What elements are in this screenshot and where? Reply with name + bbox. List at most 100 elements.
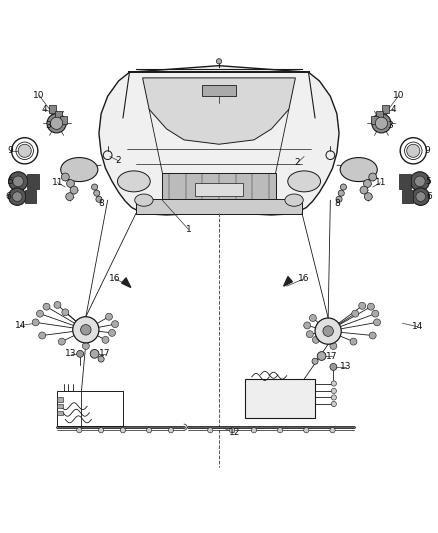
Circle shape bbox=[112, 321, 119, 328]
Circle shape bbox=[102, 336, 109, 343]
Circle shape bbox=[330, 343, 337, 350]
Circle shape bbox=[32, 319, 39, 326]
Circle shape bbox=[304, 427, 309, 433]
Circle shape bbox=[9, 172, 28, 191]
Bar bbox=[136, 199, 302, 214]
Text: 13: 13 bbox=[340, 362, 351, 372]
Circle shape bbox=[61, 173, 69, 181]
Text: 8: 8 bbox=[98, 199, 104, 208]
Circle shape bbox=[94, 190, 100, 196]
Bar bbox=[403, 190, 413, 203]
Bar bbox=[382, 106, 389, 113]
Circle shape bbox=[77, 350, 84, 357]
Bar bbox=[245, 379, 315, 417]
Circle shape bbox=[331, 381, 336, 386]
Polygon shape bbox=[122, 278, 131, 287]
Circle shape bbox=[340, 184, 346, 190]
Circle shape bbox=[352, 310, 359, 317]
Text: 4: 4 bbox=[42, 105, 47, 114]
Circle shape bbox=[58, 338, 65, 345]
Text: 4: 4 bbox=[391, 105, 396, 114]
Circle shape bbox=[375, 117, 388, 130]
Circle shape bbox=[109, 329, 116, 336]
Circle shape bbox=[306, 330, 313, 338]
Text: 10: 10 bbox=[393, 91, 405, 100]
Circle shape bbox=[364, 180, 371, 188]
Polygon shape bbox=[99, 66, 339, 215]
Bar bbox=[195, 183, 243, 196]
Circle shape bbox=[9, 188, 26, 205]
Bar bbox=[57, 404, 63, 408]
Text: 5: 5 bbox=[425, 177, 431, 186]
Circle shape bbox=[312, 336, 319, 343]
Circle shape bbox=[168, 427, 173, 433]
Polygon shape bbox=[143, 78, 295, 144]
Circle shape bbox=[120, 427, 126, 433]
Circle shape bbox=[414, 176, 425, 187]
Text: 6: 6 bbox=[6, 192, 11, 201]
Text: 10: 10 bbox=[33, 91, 45, 100]
Text: 3: 3 bbox=[387, 122, 393, 131]
Circle shape bbox=[312, 358, 318, 364]
Circle shape bbox=[147, 427, 152, 433]
Circle shape bbox=[331, 395, 336, 400]
Circle shape bbox=[416, 192, 426, 201]
Circle shape bbox=[369, 173, 377, 181]
Polygon shape bbox=[284, 277, 292, 286]
Circle shape bbox=[36, 310, 43, 317]
Circle shape bbox=[54, 302, 61, 309]
Circle shape bbox=[330, 364, 337, 370]
Circle shape bbox=[82, 343, 89, 350]
Circle shape bbox=[18, 144, 31, 157]
Circle shape bbox=[350, 338, 357, 345]
Circle shape bbox=[98, 356, 104, 362]
Text: 17: 17 bbox=[326, 351, 337, 360]
Circle shape bbox=[407, 144, 420, 157]
Ellipse shape bbox=[135, 194, 153, 206]
Ellipse shape bbox=[285, 194, 303, 206]
Bar bbox=[162, 173, 276, 205]
Text: 12: 12 bbox=[229, 428, 240, 437]
Circle shape bbox=[50, 117, 63, 130]
Bar bbox=[202, 85, 236, 96]
Circle shape bbox=[77, 427, 82, 433]
Circle shape bbox=[323, 326, 333, 336]
Text: 16: 16 bbox=[298, 274, 310, 283]
Text: 16: 16 bbox=[110, 274, 121, 283]
Text: 6: 6 bbox=[427, 192, 432, 201]
Circle shape bbox=[309, 314, 316, 321]
Circle shape bbox=[67, 180, 74, 188]
Circle shape bbox=[66, 193, 74, 200]
Circle shape bbox=[12, 192, 22, 201]
Text: 5: 5 bbox=[7, 177, 13, 186]
Circle shape bbox=[359, 302, 366, 309]
Circle shape bbox=[92, 184, 98, 190]
Circle shape bbox=[374, 319, 381, 326]
Ellipse shape bbox=[117, 171, 150, 192]
Circle shape bbox=[330, 427, 335, 433]
Text: 2: 2 bbox=[295, 158, 300, 167]
Text: 14: 14 bbox=[412, 322, 424, 331]
Bar bbox=[27, 174, 39, 189]
Circle shape bbox=[331, 401, 336, 407]
Circle shape bbox=[331, 389, 336, 393]
Text: 3: 3 bbox=[45, 122, 51, 131]
Circle shape bbox=[367, 303, 374, 310]
Circle shape bbox=[372, 114, 391, 133]
Circle shape bbox=[81, 325, 91, 335]
Circle shape bbox=[317, 352, 326, 360]
Bar bbox=[49, 106, 56, 113]
Circle shape bbox=[96, 196, 102, 203]
Circle shape bbox=[13, 176, 24, 187]
Circle shape bbox=[369, 332, 376, 339]
Ellipse shape bbox=[61, 158, 98, 182]
Circle shape bbox=[47, 114, 66, 133]
Circle shape bbox=[43, 303, 50, 310]
Bar bbox=[55, 111, 62, 118]
Circle shape bbox=[410, 172, 429, 191]
Circle shape bbox=[315, 318, 341, 344]
Circle shape bbox=[372, 310, 379, 317]
Circle shape bbox=[208, 427, 213, 433]
Circle shape bbox=[230, 427, 235, 433]
Circle shape bbox=[338, 190, 344, 196]
